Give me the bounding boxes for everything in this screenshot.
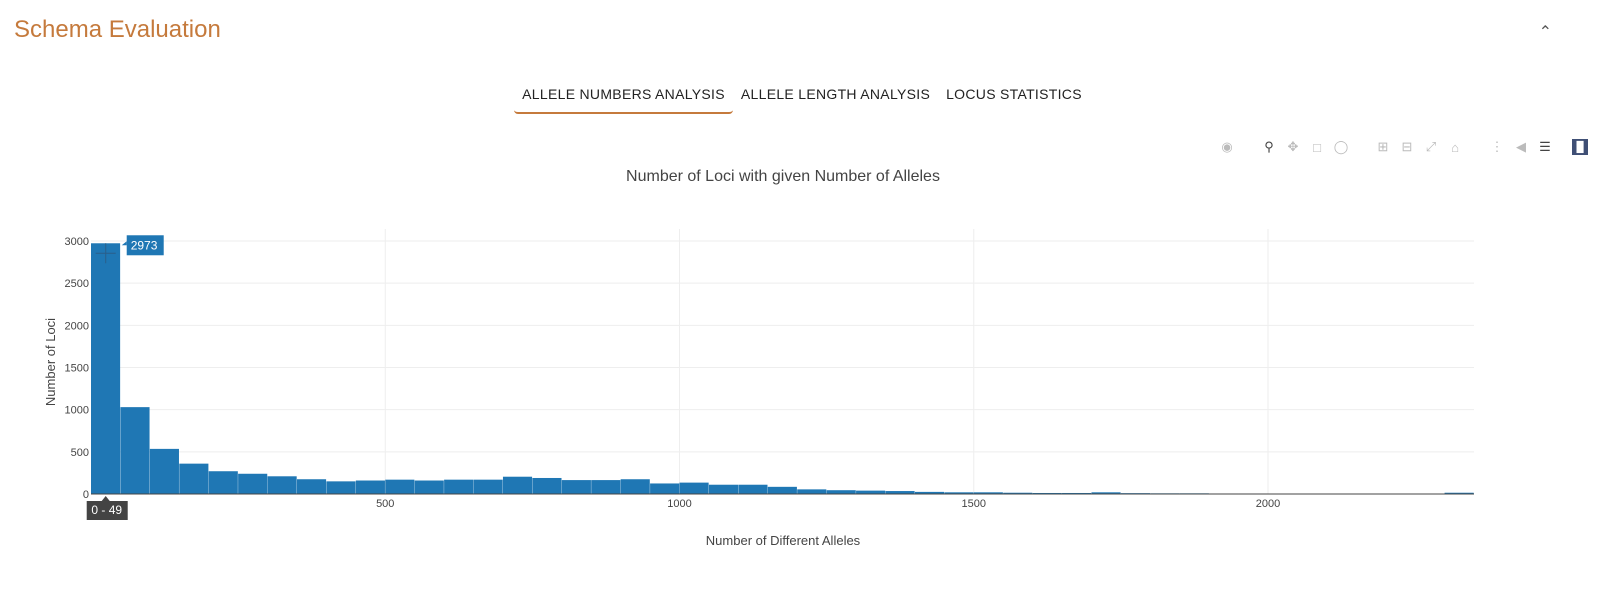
chevron-up-icon[interactable]: ⌃ [1538, 24, 1552, 41]
hover-closest-icon[interactable]: ◀ [1516, 139, 1526, 154]
hover-pointer [121, 241, 127, 246]
histogram-bar[interactable] [944, 492, 974, 494]
histogram-bar[interactable] [532, 477, 562, 494]
spike-lines-icon[interactable]: ⋮ [1490, 139, 1504, 154]
x-tick-label: 1000 [667, 498, 691, 510]
histogram-bar[interactable] [91, 243, 121, 494]
histogram-bar[interactable] [120, 407, 150, 494]
histogram-bar[interactable] [1444, 492, 1474, 494]
histogram-bar[interactable] [914, 491, 945, 494]
histogram-bar[interactable] [208, 471, 238, 494]
histogram-bar[interactable] [826, 490, 856, 494]
histogram-bar[interactable] [973, 492, 1003, 494]
chart-title: Number of Loci with given Number of Alle… [626, 168, 940, 185]
histogram-bar[interactable] [1003, 492, 1033, 494]
histogram-bar[interactable] [444, 479, 474, 494]
section-title: Schema Evaluation [14, 16, 221, 43]
histogram-bar[interactable] [1062, 492, 1092, 494]
tab-bar: ALLELE NUMBERS ANALYSIS ALLELE LENGTH AN… [0, 80, 1604, 114]
histogram-bar[interactable] [355, 480, 385, 494]
histogram-bar[interactable] [738, 484, 768, 494]
histogram-bar[interactable] [591, 480, 621, 494]
hover-pointer [101, 496, 110, 501]
histogram-bar[interactable] [1091, 492, 1121, 494]
histogram-bar[interactable] [149, 448, 179, 494]
pan-icon[interactable]: ✥ [1287, 139, 1299, 154]
histogram-bar[interactable] [856, 490, 886, 494]
histogram-bar[interactable] [473, 479, 503, 494]
hover-bin-box [86, 501, 128, 520]
chart-toolbar: ◉ ⚲ ✥ □ ◯ ⊞ ⊟ ⤢ ⌂ ⋮ ◀ ☰ █ [1218, 139, 1588, 155]
tab-allele-length[interactable]: ALLELE LENGTH ANALYSIS [740, 86, 931, 102]
camera-icon[interactable]: ◉ [1221, 139, 1233, 154]
histogram-bar[interactable] [1032, 492, 1062, 494]
histogram-bar[interactable] [502, 476, 533, 494]
histogram-bar[interactable] [414, 480, 444, 494]
tab-locus-statistics[interactable]: LOCUS STATISTICS [946, 86, 1082, 102]
y-tick-label: 3000 [65, 236, 89, 248]
y-tick-label: 500 [71, 447, 89, 459]
plotly-logo-icon[interactable]: █ [1572, 139, 1588, 155]
y-tick-label: 0 [83, 489, 89, 501]
histogram-bar[interactable] [238, 473, 268, 494]
histogram-bar[interactable] [767, 486, 797, 494]
histogram-bar[interactable] [620, 479, 650, 494]
y-tick-label: 2500 [65, 278, 89, 290]
lasso-select-icon[interactable]: ◯ [1333, 139, 1349, 154]
histogram-bar[interactable] [708, 484, 739, 494]
histogram-bar[interactable] [650, 483, 680, 494]
hover-value-label: 2973 [131, 238, 158, 252]
histogram-bar[interactable] [679, 482, 709, 494]
y-tick-label: 1500 [65, 363, 89, 375]
histogram-bar[interactable] [885, 491, 915, 494]
hover-value-box [126, 235, 164, 256]
histogram-bar[interactable] [561, 480, 591, 494]
histogram-bar[interactable] [267, 476, 297, 494]
x-axis-label: Number of Different Alleles [706, 533, 861, 548]
zoom-out-icon[interactable]: ⊟ [1401, 139, 1413, 154]
box-select-icon[interactable]: □ [1313, 139, 1321, 155]
tab-allele-numbers[interactable]: ALLELE NUMBERS ANALYSIS [514, 80, 733, 114]
y-axis-label: Number of Loci [43, 318, 58, 406]
x-tick-label: 2000 [1256, 498, 1280, 510]
x-tick-label: 500 [376, 498, 394, 510]
histogram-bar[interactable] [326, 481, 356, 494]
zoom-icon[interactable]: ⚲ [1264, 139, 1274, 154]
histogram-bar[interactable] [296, 479, 327, 494]
y-tick-label: 2000 [65, 320, 89, 332]
histogram-bar[interactable] [385, 479, 415, 494]
hover-bin-label: 0 - 49 [91, 503, 122, 517]
histogram-bar[interactable] [179, 463, 209, 494]
zoom-in-icon[interactable]: ⊞ [1377, 139, 1389, 154]
x-tick-label: 1500 [962, 498, 986, 510]
y-tick-label: 1000 [65, 405, 89, 417]
reset-axes-icon[interactable]: ⌂ [1451, 139, 1459, 155]
hover-compare-icon[interactable]: ☰ [1539, 139, 1551, 154]
histogram-bar[interactable] [797, 489, 827, 494]
autoscale-icon[interactable]: ⤢ [1425, 139, 1437, 154]
